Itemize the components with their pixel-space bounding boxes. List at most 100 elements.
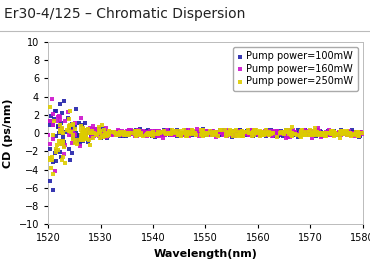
- Pump power=250mW: [146, 133, 152, 137]
- Pump power=250mW: [120, 132, 126, 136]
- Pump power=160mW: [128, 131, 134, 135]
- Pump power=250mW: [240, 131, 246, 135]
- Pump power=250mW: [105, 133, 111, 138]
- Pump power=100mW: [96, 127, 102, 131]
- Pump power=100mW: [135, 132, 141, 136]
- Pump power=250mW: [289, 134, 295, 138]
- Pump power=160mW: [122, 131, 128, 135]
- Pump power=100mW: [166, 132, 172, 136]
- Pump power=100mW: [288, 133, 294, 137]
- Pump power=100mW: [161, 132, 167, 136]
- Pump power=160mW: [246, 131, 252, 135]
- Pump power=250mW: [116, 133, 122, 137]
- Pump power=250mW: [184, 130, 190, 134]
- Pump power=100mW: [148, 130, 154, 134]
- Pump power=160mW: [348, 132, 354, 137]
- Pump power=160mW: [140, 129, 146, 133]
- Pump power=250mW: [175, 133, 181, 137]
- Pump power=250mW: [238, 133, 244, 137]
- Pump power=100mW: [344, 133, 350, 138]
- Pump power=250mW: [81, 136, 87, 140]
- Pump power=160mW: [232, 134, 238, 138]
- Pump power=250mW: [310, 133, 316, 137]
- Pump power=160mW: [258, 133, 263, 137]
- Pump power=100mW: [328, 133, 334, 137]
- Pump power=160mW: [284, 132, 290, 136]
- Pump power=160mW: [174, 131, 180, 135]
- Pump power=160mW: [256, 133, 262, 137]
- Pump power=250mW: [178, 134, 184, 138]
- Pump power=160mW: [265, 129, 271, 133]
- Pump power=160mW: [336, 130, 342, 134]
- Pump power=250mW: [66, 124, 72, 129]
- Pump power=160mW: [221, 132, 227, 137]
- Pump power=100mW: [307, 129, 313, 133]
- Pump power=160mW: [268, 131, 273, 135]
- Pump power=250mW: [299, 128, 305, 132]
- Pump power=250mW: [279, 131, 285, 135]
- Pump power=250mW: [342, 130, 348, 134]
- Pump power=160mW: [195, 132, 201, 136]
- Pump power=160mW: [290, 128, 296, 132]
- Pump power=160mW: [238, 132, 243, 137]
- Pump power=160mW: [165, 131, 171, 135]
- Pump power=160mW: [120, 130, 126, 134]
- Pump power=160mW: [313, 130, 319, 135]
- Pump power=100mW: [163, 131, 169, 135]
- Pump power=160mW: [259, 130, 265, 134]
- Pump power=100mW: [276, 129, 282, 134]
- Pump power=100mW: [281, 132, 287, 136]
- Pump power=160mW: [134, 132, 140, 136]
- Pump power=160mW: [207, 132, 213, 136]
- Pump power=250mW: [342, 131, 348, 135]
- Pump power=100mW: [138, 129, 144, 133]
- Pump power=250mW: [121, 133, 127, 137]
- Pump power=160mW: [97, 130, 103, 135]
- Pump power=100mW: [239, 130, 245, 134]
- Pump power=100mW: [241, 130, 247, 135]
- Pump power=250mW: [84, 137, 90, 141]
- Pump power=160mW: [344, 132, 350, 136]
- Pump power=100mW: [65, 116, 71, 120]
- Pump power=100mW: [298, 131, 304, 135]
- Pump power=160mW: [57, 126, 63, 130]
- Pump power=160mW: [105, 133, 111, 138]
- Pump power=160mW: [225, 129, 231, 133]
- Pump power=100mW: [349, 132, 355, 137]
- Pump power=100mW: [76, 139, 82, 143]
- Pump power=250mW: [57, 128, 63, 132]
- Pump power=160mW: [300, 130, 306, 134]
- Pump power=250mW: [47, 156, 53, 160]
- Pump power=250mW: [346, 132, 352, 137]
- Pump power=100mW: [213, 130, 219, 135]
- Pump power=100mW: [215, 130, 221, 134]
- Pump power=250mW: [78, 133, 84, 137]
- Pump power=100mW: [74, 107, 80, 111]
- Pump power=100mW: [272, 132, 278, 136]
- Pump power=100mW: [299, 133, 305, 138]
- Pump power=160mW: [357, 130, 363, 134]
- Pump power=160mW: [124, 129, 130, 134]
- Pump power=250mW: [203, 131, 209, 135]
- Pump power=250mW: [283, 128, 289, 132]
- Pump power=160mW: [147, 129, 153, 134]
- Pump power=250mW: [286, 132, 292, 136]
- Pump power=100mW: [138, 127, 144, 132]
- Pump power=250mW: [166, 131, 172, 135]
- Pump power=100mW: [158, 133, 164, 137]
- Pump power=100mW: [123, 133, 129, 138]
- Pump power=100mW: [342, 132, 347, 136]
- Pump power=100mW: [47, 179, 53, 183]
- Pump power=160mW: [272, 130, 278, 134]
- Pump power=250mW: [50, 155, 56, 159]
- Pump power=100mW: [59, 111, 65, 115]
- Pump power=250mW: [138, 133, 144, 137]
- Pump power=250mW: [329, 130, 334, 134]
- Pump power=100mW: [102, 129, 108, 134]
- Pump power=250mW: [269, 131, 275, 135]
- Pump power=160mW: [291, 131, 297, 135]
- Pump power=250mW: [145, 130, 151, 135]
- Pump power=250mW: [318, 132, 324, 136]
- Pump power=160mW: [197, 130, 203, 134]
- Pump power=160mW: [103, 129, 109, 133]
